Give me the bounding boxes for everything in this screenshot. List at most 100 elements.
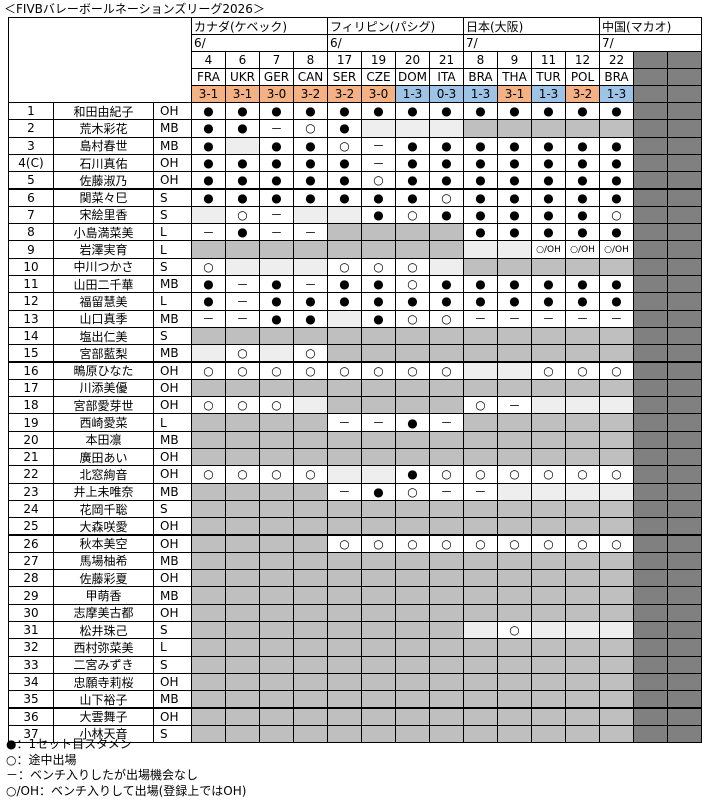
appearance (293, 655, 328, 674)
player-no: 21 (8, 448, 54, 467)
appearance (531, 655, 566, 674)
appearance (191, 413, 226, 432)
appearance: ● (191, 136, 226, 155)
appearance (463, 326, 498, 346)
appearance (429, 448, 464, 467)
appearance: ● (395, 136, 430, 155)
appearance (531, 603, 566, 622)
appearance (191, 655, 226, 674)
match-day: 6 (225, 51, 260, 69)
appearance (361, 551, 396, 571)
appearance (599, 344, 634, 363)
appearance (599, 448, 634, 467)
unused-cell (667, 188, 702, 207)
appearance (429, 517, 464, 536)
appearance: ● (497, 102, 532, 121)
appearance (531, 690, 566, 709)
appearance: ● (429, 153, 464, 173)
unused-cell (667, 672, 702, 692)
appearance (327, 586, 362, 605)
appearance: ● (293, 309, 328, 328)
result: 3-0 (361, 85, 396, 103)
unused-cell (667, 569, 702, 588)
appearance (429, 690, 464, 709)
appearance (327, 603, 362, 622)
appearance (599, 655, 634, 674)
position: S (153, 188, 192, 207)
appearance: ○ (497, 534, 532, 553)
player-name: 小林天音 (53, 724, 154, 744)
appearance (361, 517, 396, 536)
unused-cell (667, 517, 702, 536)
position: OH (153, 171, 192, 190)
venue: フィリピン(パシグ) (327, 17, 464, 35)
appearance: － (463, 309, 498, 328)
appearance: ○ (395, 205, 430, 225)
appearance: － (259, 223, 294, 242)
position: S (153, 205, 192, 225)
position: L (153, 223, 192, 242)
appearance: ● (599, 136, 634, 155)
unused-cell (667, 68, 702, 86)
legend-item: ●：1セット目スタメン (6, 737, 132, 751)
appearance (565, 638, 600, 657)
player-name: 宮部藍梨 (53, 344, 154, 363)
appearance (463, 499, 498, 519)
unused-cell (667, 153, 702, 173)
appearance (327, 240, 362, 259)
unused-cell (633, 603, 668, 622)
appearance (395, 672, 430, 692)
appearance (429, 344, 464, 363)
appearance (599, 499, 634, 519)
player-name: 大雲舞子 (53, 707, 154, 726)
appearance (259, 690, 294, 709)
result: 3-2 (327, 85, 362, 103)
unused-cell (633, 257, 668, 276)
appearance: ● (395, 171, 430, 190)
appearance (259, 499, 294, 519)
month: 6/ (327, 34, 464, 52)
player-no: 3 (8, 136, 54, 155)
appearance (463, 517, 498, 536)
appearance: － (429, 413, 464, 432)
position: S (153, 724, 192, 744)
appearance (191, 690, 226, 709)
player-no: 12 (8, 292, 54, 311)
position: MB (153, 119, 192, 138)
appearance (531, 638, 566, 657)
appearance: ● (361, 309, 396, 328)
appearance (259, 448, 294, 467)
appearance (361, 603, 396, 622)
appearance (293, 396, 328, 415)
appearance (191, 378, 226, 398)
appearance (463, 655, 498, 674)
position: OH (153, 672, 192, 692)
appearance: ● (531, 153, 566, 173)
match-day: 11 (531, 51, 566, 69)
player-no: 6 (8, 188, 54, 207)
match-day: 8 (293, 51, 328, 69)
position: OH (153, 603, 192, 622)
position: S (153, 621, 192, 640)
position: MB (153, 309, 192, 328)
appearance: ○ (293, 119, 328, 138)
appearance (429, 119, 464, 138)
appearance (429, 378, 464, 398)
appearance (429, 655, 464, 674)
unused-cell (667, 621, 702, 640)
appearance: ● (463, 171, 498, 190)
appearance (429, 240, 464, 259)
appearance: － (293, 223, 328, 242)
position: OH (153, 378, 192, 398)
appearance (599, 482, 634, 501)
appearance: － (531, 309, 566, 328)
appearance: ● (531, 136, 566, 155)
appearance (565, 396, 600, 415)
appearance (463, 430, 498, 449)
appearance: ● (293, 171, 328, 190)
appearance: ○ (225, 396, 260, 415)
appearance (361, 119, 396, 138)
unused-cell (667, 499, 702, 519)
appearance (293, 430, 328, 449)
appearance: ● (599, 188, 634, 207)
